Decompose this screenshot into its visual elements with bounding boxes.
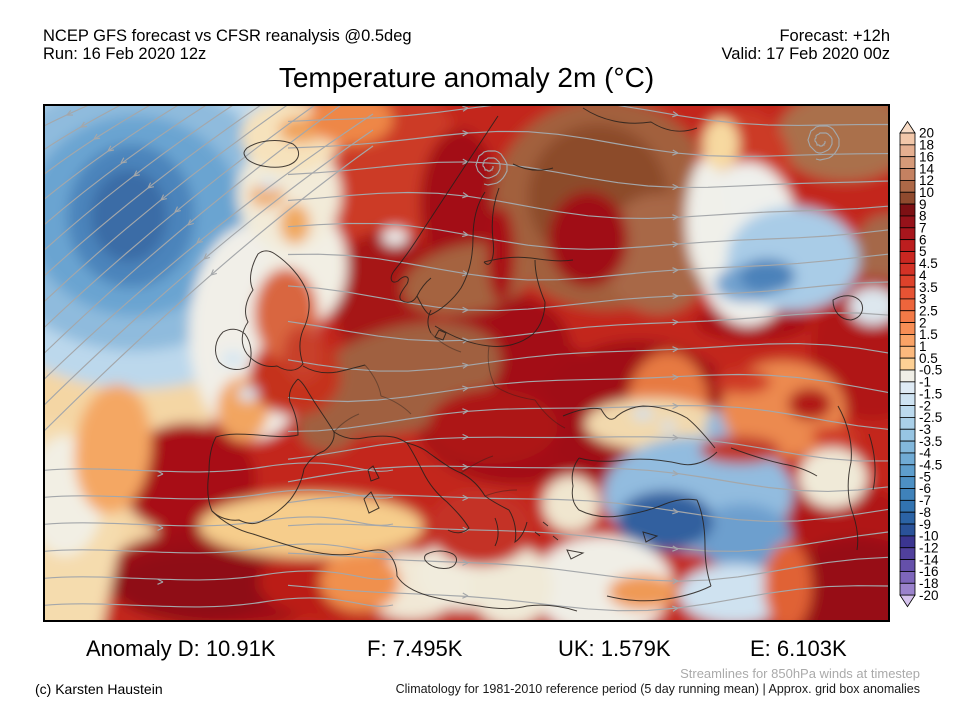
svg-text:-18: -18 xyxy=(919,576,939,591)
svg-text:3: 3 xyxy=(919,292,927,307)
svg-text:1: 1 xyxy=(919,339,927,354)
svg-text:2: 2 xyxy=(919,315,927,330)
svg-text:3.5: 3.5 xyxy=(919,280,938,295)
svg-text:-3.5: -3.5 xyxy=(919,434,942,449)
svg-text:-4.5: -4.5 xyxy=(919,458,942,473)
svg-text:10: 10 xyxy=(919,185,934,200)
svg-text:-8: -8 xyxy=(919,505,931,520)
svg-text:18: 18 xyxy=(919,138,934,153)
svg-text:-2: -2 xyxy=(919,398,931,413)
svg-text:14: 14 xyxy=(919,161,935,176)
svg-text:-20: -20 xyxy=(919,588,939,603)
svg-text:-0.5: -0.5 xyxy=(919,363,942,378)
svg-text:20: 20 xyxy=(919,126,934,141)
svg-text:7: 7 xyxy=(919,221,927,236)
svg-text:-3: -3 xyxy=(919,422,931,437)
svg-text:-1.5: -1.5 xyxy=(919,386,942,401)
svg-text:-6: -6 xyxy=(919,481,931,496)
svg-text:-16: -16 xyxy=(919,564,939,579)
svg-text:16: 16 xyxy=(919,149,934,164)
svg-text:1.5: 1.5 xyxy=(919,327,938,342)
svg-text:2.5: 2.5 xyxy=(919,303,938,318)
svg-text:6: 6 xyxy=(919,232,927,247)
svg-text:-14: -14 xyxy=(919,552,939,567)
svg-text:5: 5 xyxy=(919,244,927,259)
svg-text:0.5: 0.5 xyxy=(919,351,938,366)
svg-text:-7: -7 xyxy=(919,493,931,508)
svg-text:-9: -9 xyxy=(919,517,931,532)
svg-text:-2.5: -2.5 xyxy=(919,410,942,425)
svg-text:-1: -1 xyxy=(919,375,931,390)
svg-text:-4: -4 xyxy=(919,446,931,461)
svg-text:4: 4 xyxy=(919,268,927,283)
svg-text:12: 12 xyxy=(919,173,934,188)
svg-text:-12: -12 xyxy=(919,540,939,555)
svg-text:-5: -5 xyxy=(919,469,931,484)
svg-text:4.5: 4.5 xyxy=(919,256,938,271)
svg-text:9: 9 xyxy=(919,197,927,212)
svg-text:-10: -10 xyxy=(919,529,939,544)
svg-text:8: 8 xyxy=(919,209,927,224)
